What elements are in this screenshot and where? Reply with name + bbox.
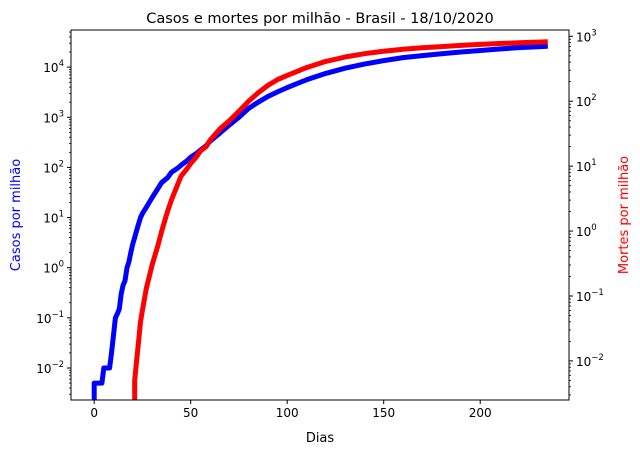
series-line-1 [91, 43, 548, 400]
x-tick-label: 100 [276, 406, 299, 420]
x-tick-label: 200 [469, 406, 492, 420]
x-tick-label: 50 [183, 406, 198, 420]
left-tick-label: 100 [43, 260, 64, 276]
x-axis-label: Dias [306, 431, 335, 446]
left-tick-label: 102 [43, 159, 64, 175]
right-tick-label: 103 [576, 28, 597, 44]
series-line-2 [132, 39, 548, 400]
left-tick-label: 104 [43, 59, 64, 75]
right-tick-label: 101 [576, 158, 597, 174]
right-tick-label: 10−2 [576, 353, 604, 369]
left-axis-label: Casos por milhão [9, 159, 24, 271]
right-tick-label: 10−1 [576, 288, 604, 304]
right-tick-label: 102 [576, 93, 597, 109]
x-tick-label: 150 [372, 406, 395, 420]
right-tick-label: 100 [576, 223, 597, 239]
right-axis-label: Mortes por milhão [617, 156, 632, 274]
x-tick-label: 0 [90, 406, 98, 420]
series-layer [91, 39, 548, 400]
left-tick-label: 10−1 [36, 310, 64, 326]
chart-title: Casos e mortes por milhão - Brasil - 18/… [146, 11, 494, 27]
left-tick-label: 103 [43, 109, 64, 125]
left-tick-label: 101 [43, 210, 64, 226]
plot-frame [70, 29, 570, 401]
ticks-layer: 0 50 100 150 200 10−2 10−1 100 101 102 103 104 10−2 1… [36, 28, 604, 420]
left-tick-label: 10−2 [36, 360, 64, 376]
